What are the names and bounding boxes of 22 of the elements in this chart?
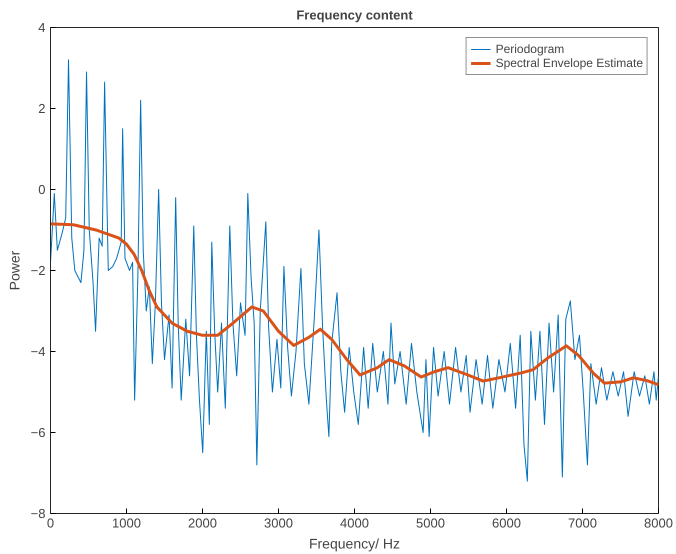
line-series: [50, 222, 658, 386]
y-tick-label: −6: [30, 425, 46, 440]
x-axis-title: Frequency/ Hz: [308, 536, 400, 552]
y-tick-label: 2: [38, 101, 46, 116]
y-tick-label: −8: [30, 506, 46, 521]
chart-title: Frequency content: [296, 8, 414, 22]
legend-label: Spectral Envelope Estimate: [496, 56, 643, 70]
x-tick-label: 1000: [112, 516, 141, 530]
x-tick-label: 8000: [644, 516, 673, 530]
x-tick-label: 6000: [492, 516, 521, 530]
y-tick-label: 4: [38, 20, 46, 35]
y-axis-title: Power: [6, 250, 23, 290]
x-tick-label: 5000: [416, 516, 445, 530]
x-tick-label: 7000: [568, 516, 597, 530]
y-tick-label: −4: [30, 344, 46, 359]
y-tick-label: −2: [30, 263, 46, 278]
x-tick-label: 4000: [340, 516, 369, 530]
x-tick-label: 3000: [264, 516, 293, 530]
legend-label: Periodogram: [496, 42, 564, 56]
line-series: [50, 59, 658, 482]
y-tick-label: 0: [38, 182, 46, 197]
x-tick-label: 2000: [188, 516, 217, 530]
